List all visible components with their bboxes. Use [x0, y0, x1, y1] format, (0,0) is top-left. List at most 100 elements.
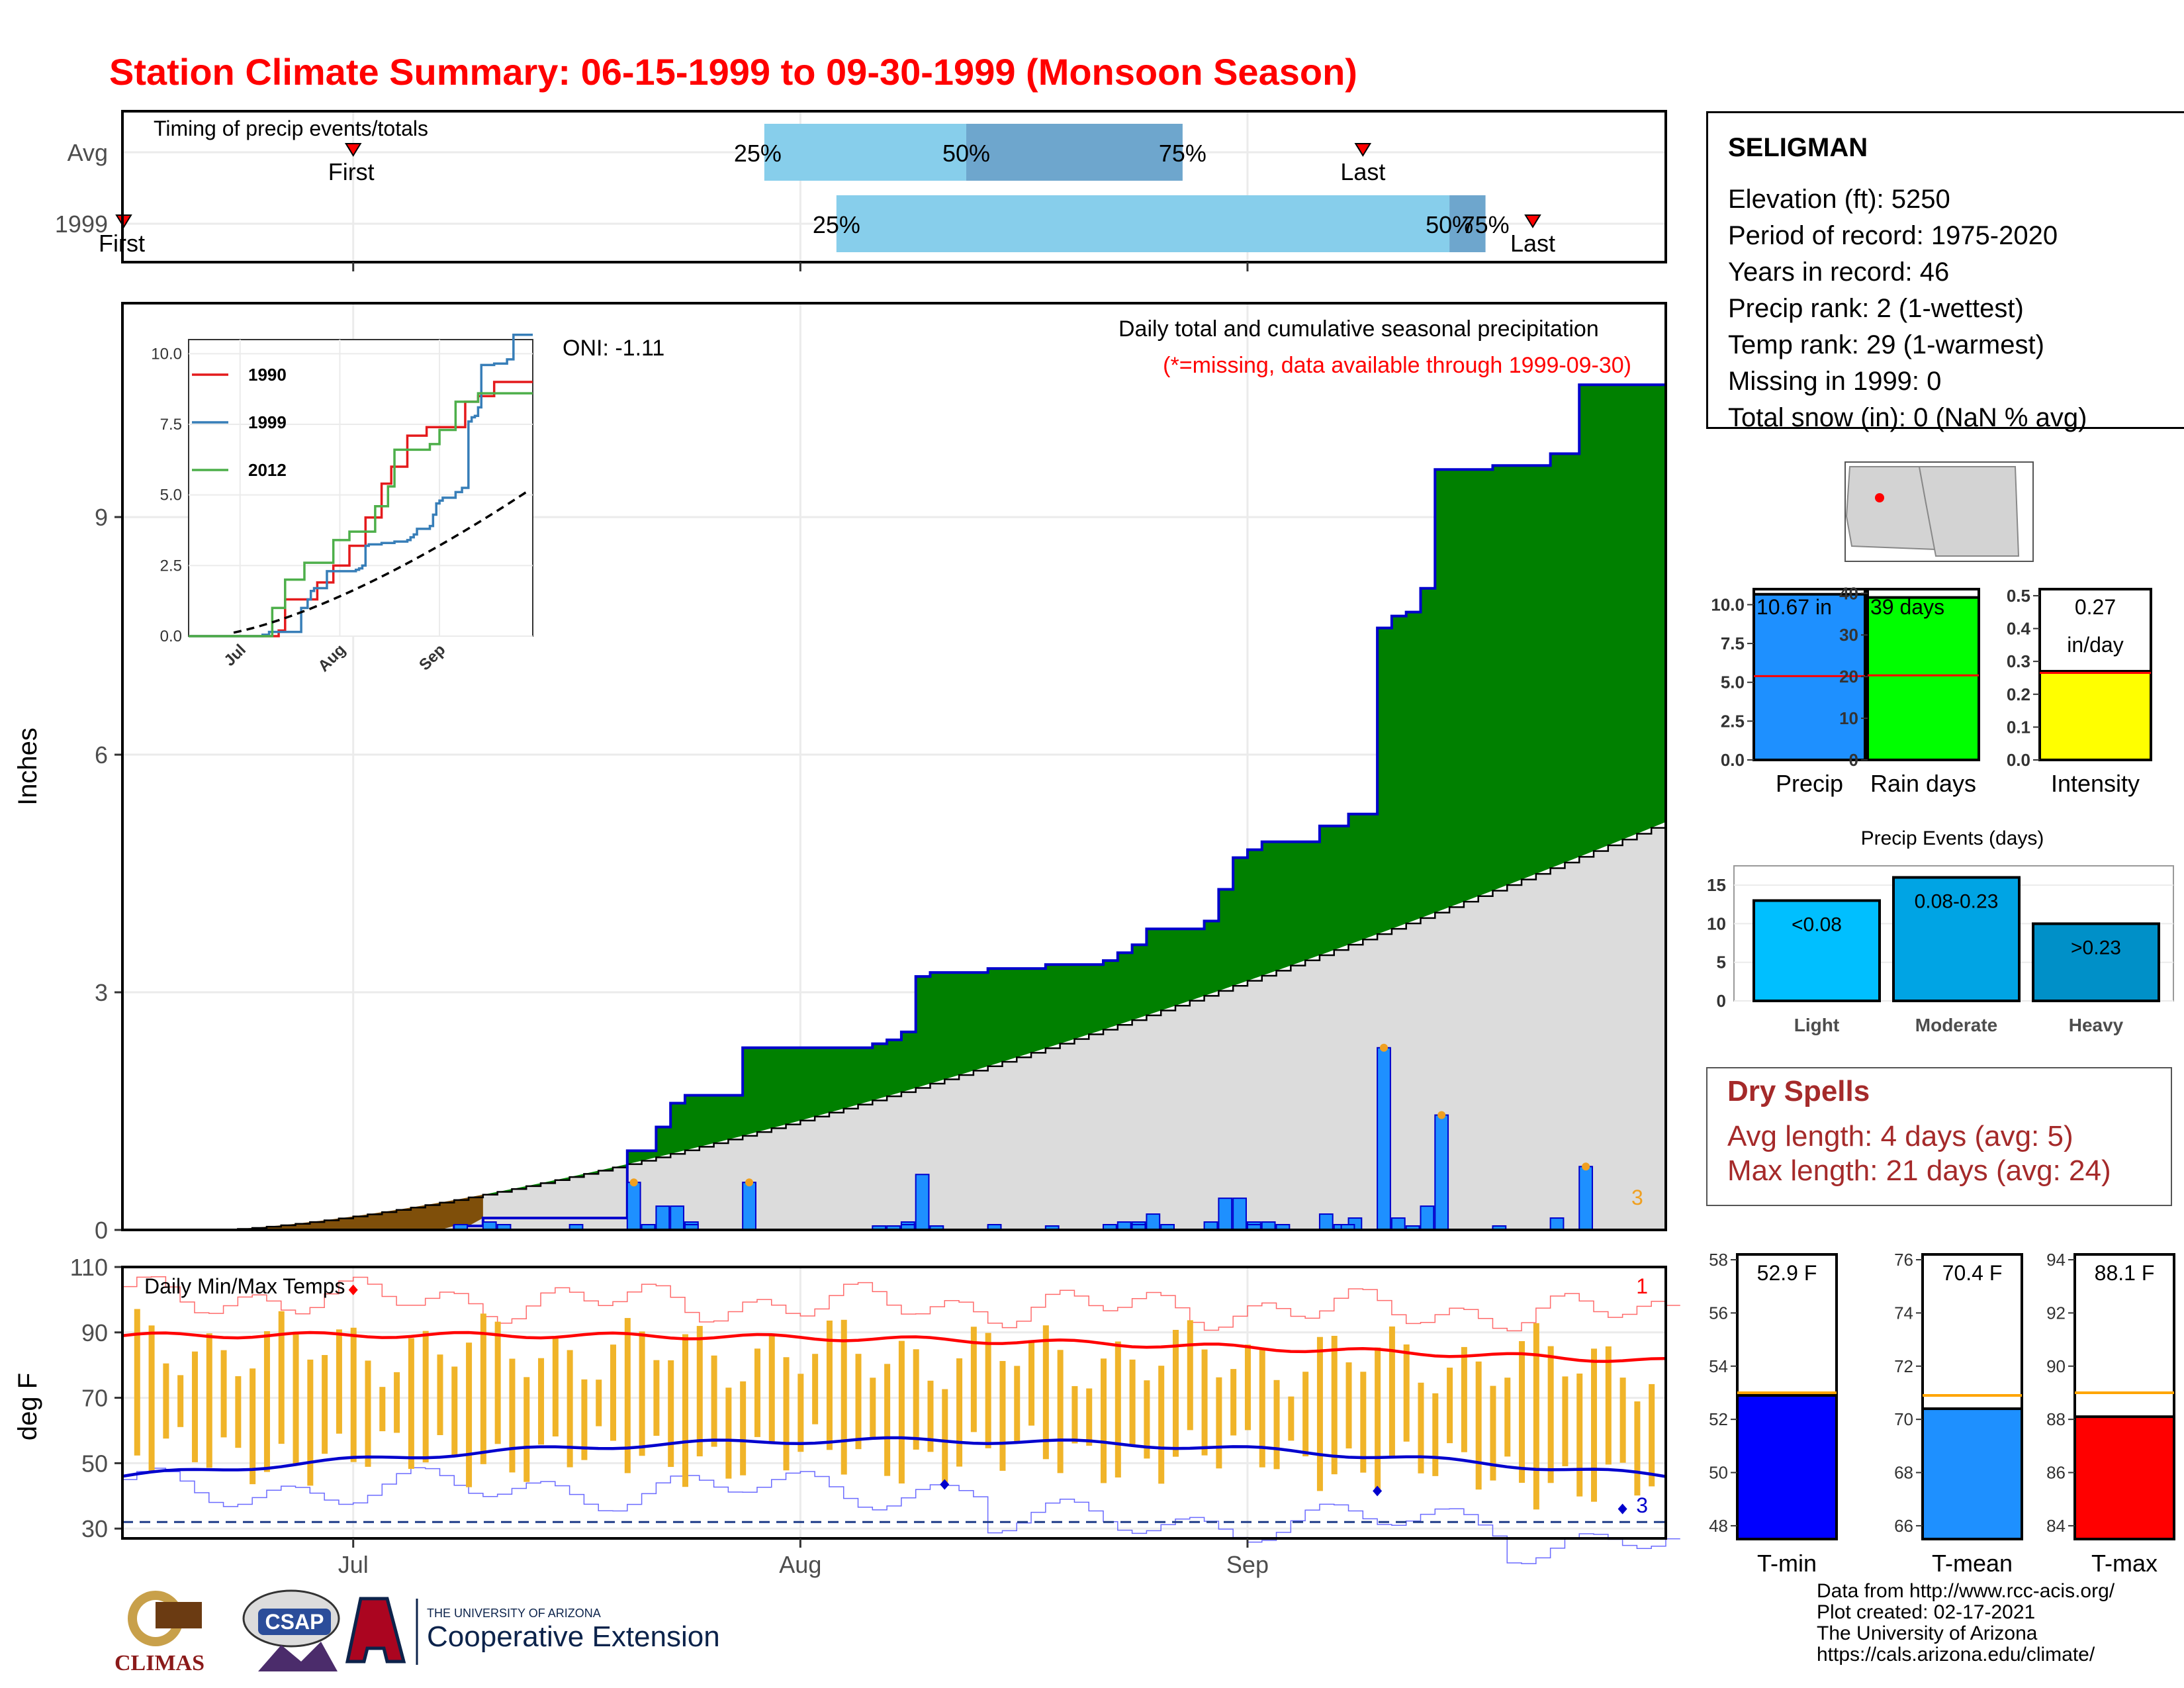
inset-y-tick: 10.0 — [151, 345, 182, 363]
year-last-label: Last — [1510, 230, 1555, 257]
ua-a-icon — [345, 1597, 406, 1664]
new-mexico-shape — [1918, 466, 2020, 557]
avg-quartile-bar-q1 — [764, 124, 966, 181]
precip-y-label: Inches — [13, 727, 42, 806]
year-p25-label: 25% — [813, 211, 860, 238]
tmax-tick: 86 — [2046, 1463, 2066, 1483]
daily-temp-bar — [1634, 1401, 1641, 1496]
daily-temp-bar — [293, 1331, 299, 1466]
year-last-marker — [1524, 214, 1541, 228]
intensity-tick: 0.0 — [2007, 750, 2030, 770]
daily-precip-bar — [1434, 1114, 1449, 1231]
avg-p25-label: 25% — [734, 140, 782, 167]
daily-temp-bar — [1244, 1344, 1251, 1430]
precip-tick: 10.0 — [1711, 594, 1745, 614]
ua-small-text: THE UNIVERSITY OF ARIZONA — [427, 1607, 601, 1620]
normal-cumulative-line — [194, 821, 1667, 1231]
events-bar-label: <0.08 — [1792, 914, 1842, 935]
events-bar-label: 0.08-0.23 — [1915, 890, 1999, 912]
daily-temp-bar — [1475, 1361, 1482, 1490]
daily-precip-bar — [1218, 1197, 1233, 1231]
daily-temp-bar — [1533, 1323, 1539, 1510]
daily-temp-bar — [480, 1313, 486, 1464]
record-low-marker — [940, 1479, 950, 1490]
events-y-tick: 15 — [1707, 875, 1726, 895]
daily-temp-bar — [466, 1342, 473, 1487]
tmin-tick: 52 — [1709, 1409, 1728, 1429]
credit-line: Plot created: 02-17-2021 — [1817, 1601, 2036, 1623]
daily-precip-bar — [1232, 1197, 1247, 1231]
tmean-tick: 68 — [1894, 1463, 1913, 1483]
daily-temp-bar — [1014, 1366, 1021, 1444]
heavy-event-marker — [1437, 1111, 1446, 1119]
tmax-tick: 88 — [2046, 1409, 2066, 1429]
daily-temp-bar — [1562, 1376, 1569, 1466]
daily-temp-bar — [263, 1331, 270, 1472]
daily-temp-bar — [177, 1375, 184, 1427]
daily-temp-bar — [1172, 1329, 1179, 1457]
rain_days-tick: 0 — [1849, 750, 1858, 770]
daily-temp-bar — [1259, 1348, 1265, 1468]
csap-text: CSAP — [265, 1610, 324, 1634]
daily-temp-bar — [1432, 1393, 1439, 1476]
daily-temp-bar — [1158, 1366, 1165, 1484]
temp-max-count: 1 — [1636, 1274, 1648, 1298]
daily-precip-bar — [1318, 1213, 1334, 1231]
temp-y-tick: 30 — [81, 1515, 108, 1542]
daily-temp-bar — [927, 1380, 934, 1452]
daily-temp-bar — [1028, 1340, 1035, 1426]
heavy-event-marker — [745, 1178, 754, 1187]
precip-missing-note: (*=missing, data available through 1999-… — [1163, 353, 1631, 378]
daily-temp-bar — [942, 1389, 948, 1483]
station-years: Years in record: 46 — [1728, 258, 1950, 287]
temp-y-label: deg F — [13, 1373, 42, 1440]
precip-y-tick: 6 — [95, 741, 108, 769]
precip-caption: Daily total and cumulative seasonal prec… — [1118, 316, 1599, 342]
daily-temp-bar — [163, 1363, 169, 1439]
credits: Data from http://www.rcc-acis.org/ Plot … — [1817, 1581, 2115, 1665]
station-name: SELIGMAN — [1728, 133, 1868, 162]
daily-temp-bar — [1461, 1346, 1467, 1452]
dry-spells-avg: Avg length: 4 days (avg: 5) — [1727, 1120, 2073, 1152]
timing-panel-frame — [121, 110, 1667, 263]
daily-temp-bar — [1042, 1325, 1049, 1460]
events-category: Moderate — [1915, 1015, 1997, 1035]
daily-temp-bar — [567, 1350, 573, 1468]
daily-temp-bar — [1071, 1385, 1078, 1444]
daily-temp-bar — [1273, 1380, 1280, 1470]
daily-temp-bar — [1619, 1378, 1626, 1463]
inset-1999-line — [189, 333, 533, 637]
events-y-tick: 5 — [1717, 953, 1726, 972]
inset-legend-label: 2012 — [248, 460, 287, 480]
temp-y-tick: 70 — [81, 1385, 108, 1412]
ua-logo: THE UNIVERSITY OF ARIZONA Cooperative Ex… — [345, 1597, 720, 1665]
precip-panel-frame — [121, 302, 1667, 1231]
daily-precip-bar — [1549, 1217, 1565, 1231]
tmin-tick: 50 — [1709, 1463, 1728, 1483]
daily-temp-bar — [322, 1354, 328, 1454]
intensity-value: 0.27 — [2075, 595, 2116, 619]
daily-temp-bar — [394, 1372, 400, 1433]
rain_days-value: 39 days — [1870, 595, 1944, 619]
station-temp-rank: Temp rank: 29 (1-warmest) — [1728, 330, 2044, 359]
daily-temp-bar — [740, 1381, 747, 1476]
station-location-marker — [1875, 493, 1884, 502]
temp-panel-label: Daily Min/Max Temps — [144, 1274, 345, 1298]
temp-min-count: 3 — [1636, 1493, 1648, 1517]
climas-logo: CLIMAS — [114, 1591, 205, 1675]
tmax-bar — [2073, 1415, 2175, 1540]
daily-temp-bar — [653, 1360, 660, 1436]
daily-temp-bar — [1649, 1383, 1655, 1487]
page-title: Station Climate Summary: 06-15-1999 to 0… — [109, 51, 1357, 93]
intensity-tick: 0.3 — [2007, 651, 2030, 671]
normal-area — [122, 821, 1666, 1230]
daily-temp-bar — [754, 1348, 760, 1437]
daily-temp-bar — [855, 1354, 862, 1450]
daily-temp-bar — [1101, 1358, 1107, 1483]
daily-temp-bar — [365, 1360, 371, 1467]
daily-temp-bar — [898, 1340, 905, 1484]
timing-row-label: 1999 — [55, 211, 108, 238]
daily-temp-bar — [307, 1359, 314, 1486]
rain_days-tick: 10 — [1839, 708, 1858, 728]
year-quartile-bar-q1 — [836, 195, 1450, 252]
